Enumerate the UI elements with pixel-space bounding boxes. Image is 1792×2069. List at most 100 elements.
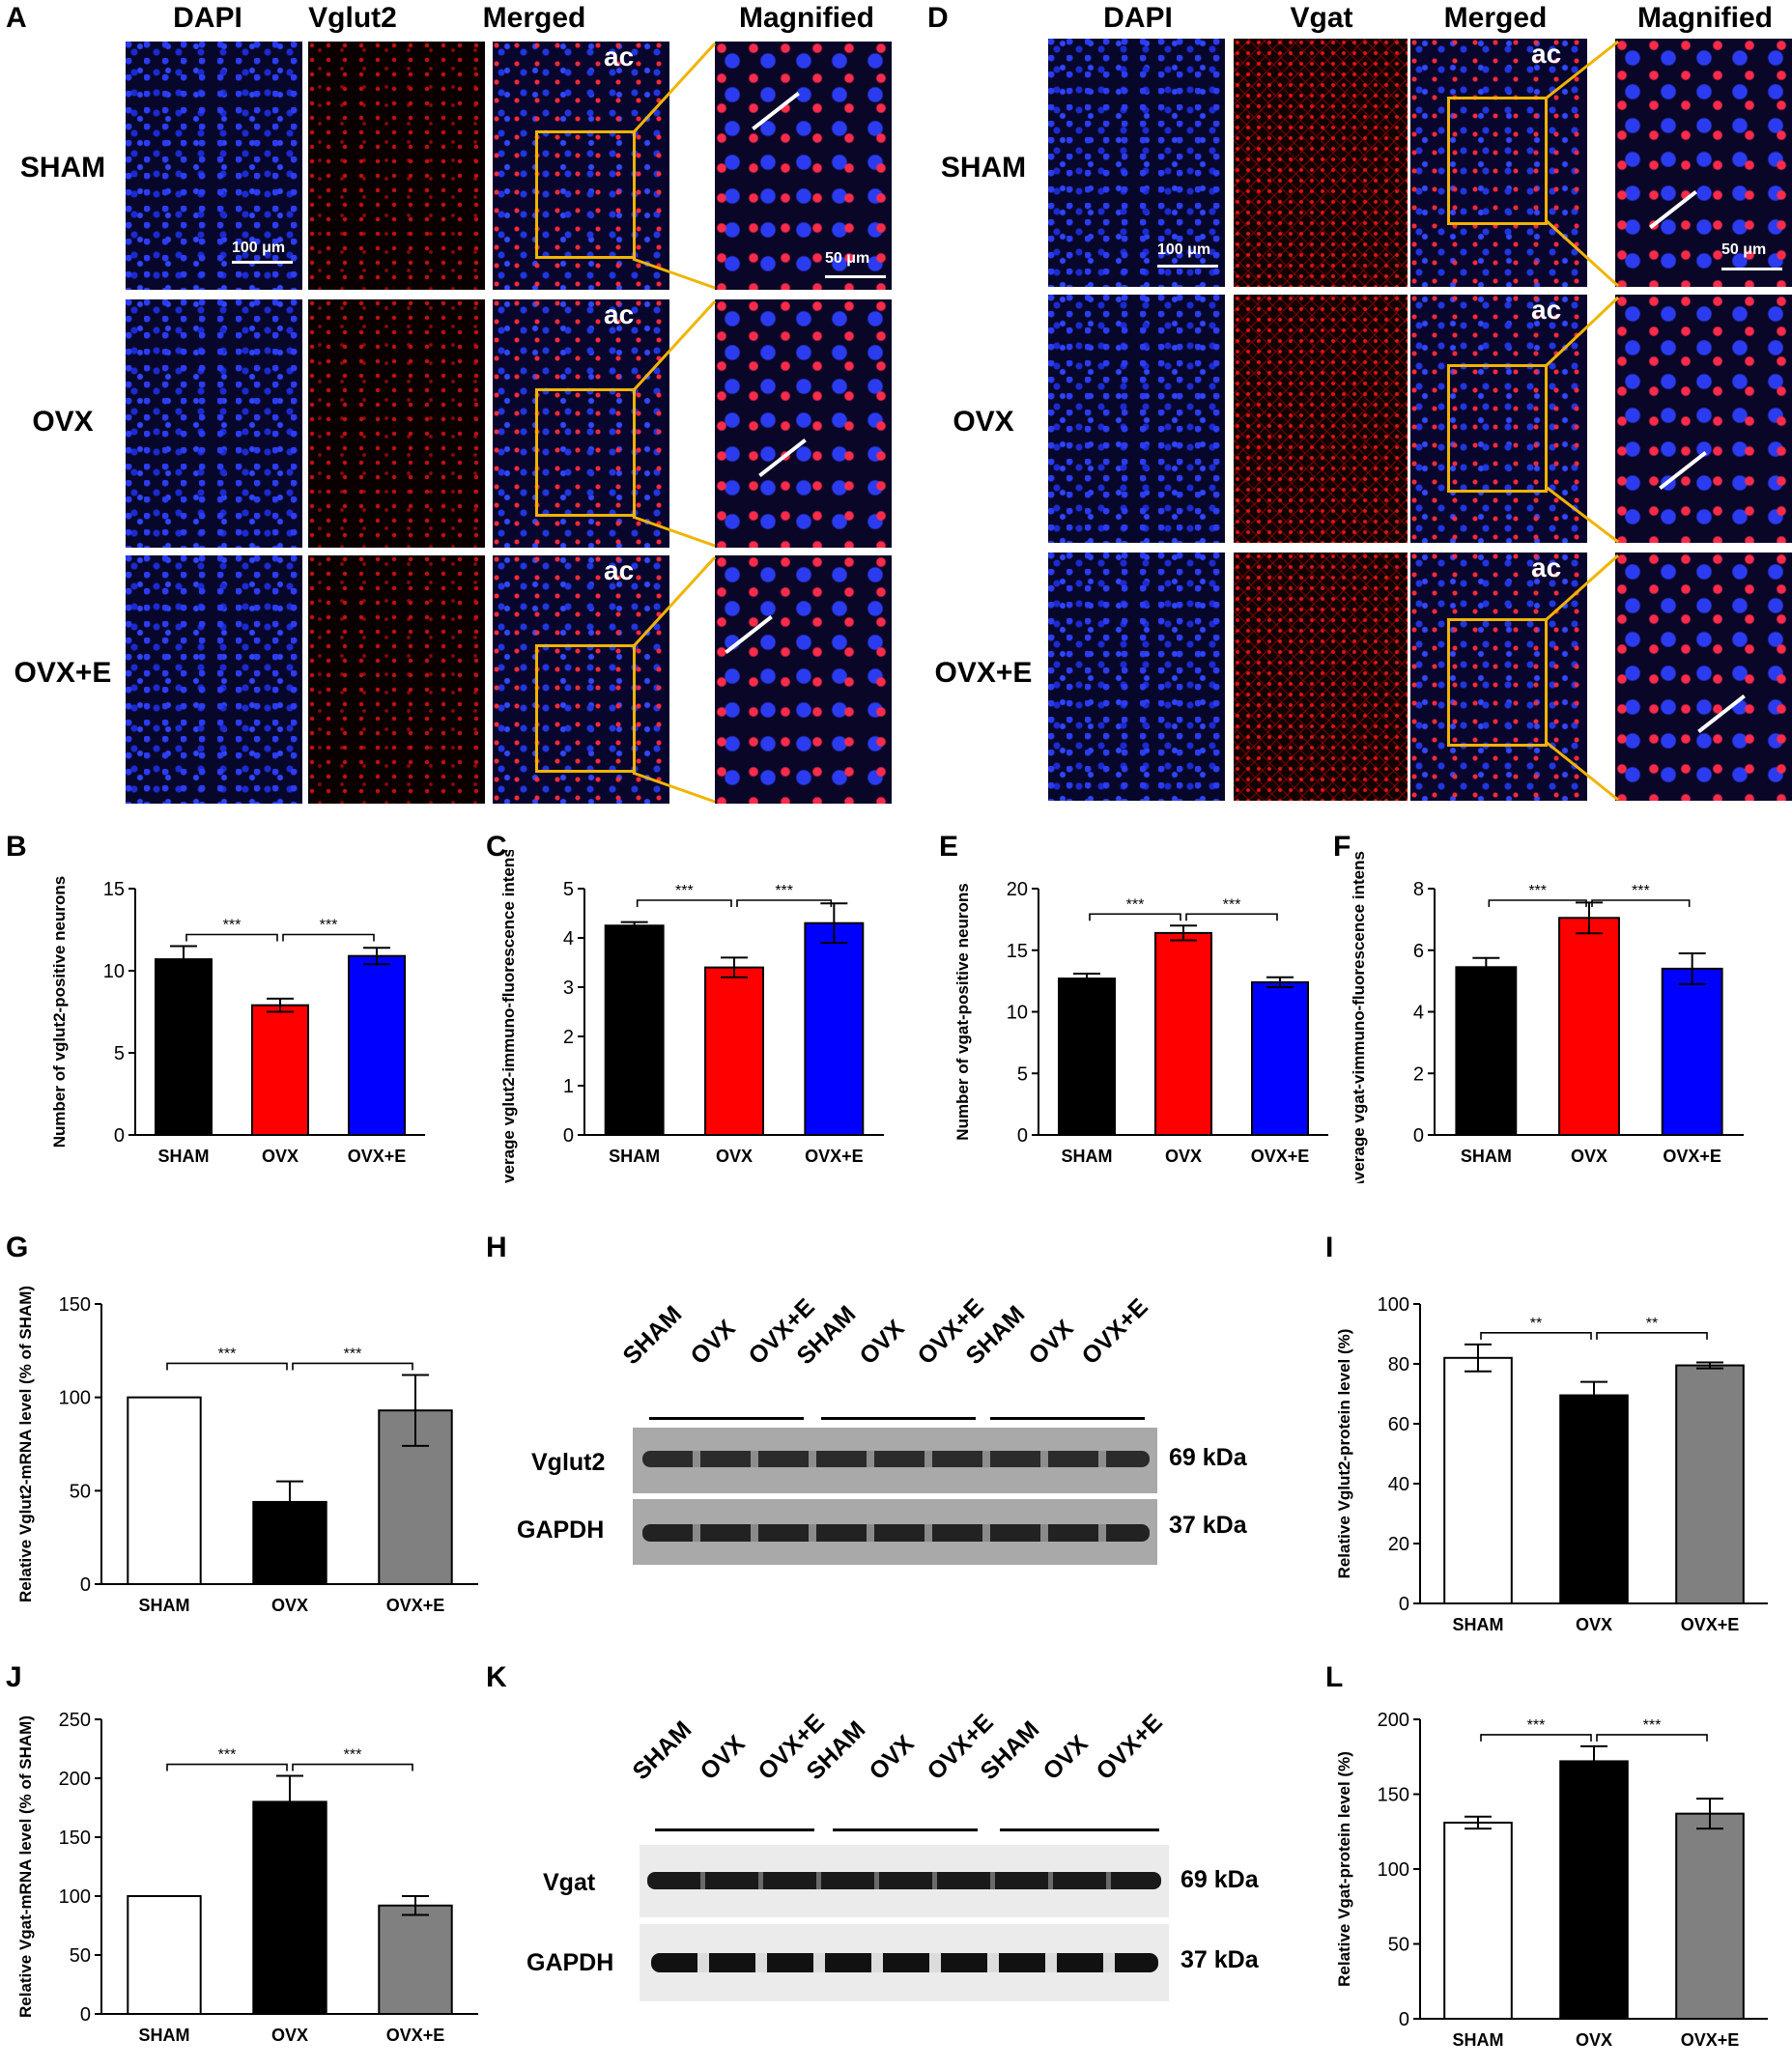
y-tick-label: 100 <box>59 1886 91 1908</box>
y-axis-label: Average vgat-vimmuno-fluorescence intens… <box>1350 850 1368 1183</box>
zoom-box <box>1447 618 1548 747</box>
significance-bracket <box>166 1763 288 1771</box>
y-axis-label: Relative Vglut2-mRNA level (% of SHAM) <box>16 1286 35 1602</box>
significance-bracket <box>1480 1734 1592 1742</box>
x-tick-label: SHAM <box>158 1147 210 1166</box>
significance-label: *** <box>344 1346 362 1362</box>
y-tick-label: 20 <box>1007 879 1028 900</box>
kda-label: 37 kDa <box>1169 1512 1247 1539</box>
blot-h-vglut2-strip <box>633 1428 1157 1493</box>
significance-label: *** <box>344 1747 362 1764</box>
y-tick-label: 150 <box>59 1828 91 1849</box>
chart-f: Average vgat-vimmuno-fluorescence intens… <box>1350 850 1744 1183</box>
zoom-connector-lines-a <box>631 42 717 804</box>
significance-label: ** <box>1530 1316 1542 1332</box>
significance-bracket <box>166 1362 288 1371</box>
y-tick-label: 15 <box>103 879 125 900</box>
ac-label: ac <box>604 42 635 71</box>
bar <box>1251 980 1309 1136</box>
header-merged-d: Merged <box>1443 2 1548 34</box>
x-tick-label: OVX <box>1576 1615 1612 1634</box>
lane-label: SHAM <box>627 1715 697 1786</box>
significance-label: *** <box>218 1346 237 1362</box>
lane-label: OVX+E <box>1076 1293 1153 1371</box>
chart-b: Number of vglut2-positive neurons 0 5 10 15 S… <box>50 876 425 1166</box>
blot-row-label: GAPDH <box>517 1516 605 1544</box>
image-dapi-ovxe-d <box>1048 553 1225 801</box>
y-tick-label: 5 <box>563 879 574 900</box>
significance-label: *** <box>775 883 793 899</box>
significance-label: *** <box>1632 883 1650 899</box>
header-dapi-a: DAPI <box>173 2 242 34</box>
bar <box>1559 1394 1629 1604</box>
x-tick-label: OVX+E <box>1663 1147 1721 1166</box>
blot-k-gapdh-strip <box>640 1924 1169 2001</box>
blot-row-label: Vglut2 <box>531 1449 606 1476</box>
panel-letter-h: H <box>486 1232 507 1263</box>
bar <box>252 1800 327 2016</box>
x-tick-label: SHAM <box>1453 1615 1504 1634</box>
x-tick-label: OVX <box>716 1147 753 1166</box>
image-magnified-ovx-a <box>715 299 892 548</box>
significance-label: *** <box>1126 896 1145 913</box>
image-dapi-sham-a: 100 μm <box>126 42 302 290</box>
image-vglut2-sham <box>308 42 485 290</box>
significance-bracket <box>1185 913 1278 921</box>
y-tick-label: 8 <box>1413 879 1424 900</box>
header-vgat: Vgat <box>1290 2 1353 34</box>
bar <box>1058 978 1116 1136</box>
chart-i: Relative Vglut2-protein level (%) 0 20 40 60… <box>1335 1294 1768 1634</box>
zoom-box <box>535 388 636 517</box>
blot-k-lane-labels: SHAM OVX OVX+E SHAM OVX OVX+E SHAM OVX O… <box>627 1700 1169 1826</box>
blot-h-gapdh-strip <box>633 1499 1157 1565</box>
y-tick-label: 3 <box>563 978 574 999</box>
bar <box>1661 967 1723 1136</box>
x-tick-label: OVX+E <box>1681 2030 1740 2050</box>
group-bar <box>655 1828 814 1831</box>
arrow-icon <box>725 614 773 655</box>
arrow-icon <box>758 438 807 478</box>
y-tick-label: 5 <box>114 1043 125 1064</box>
header-dapi-d: DAPI <box>1103 2 1173 34</box>
y-tick-label: 150 <box>59 1294 91 1316</box>
scale-bar <box>1157 265 1218 268</box>
significance-label: ** <box>1646 1316 1658 1332</box>
row-label-ovx-d: OVX <box>953 406 1014 438</box>
x-tick-label: SHAM <box>1461 1147 1512 1166</box>
group-bar <box>821 1417 976 1420</box>
image-vglut2-ovx <box>308 299 485 548</box>
lane-label: OVX <box>1038 1730 1094 1786</box>
bar <box>378 1904 453 2015</box>
image-vglut2-ovxe <box>308 555 485 804</box>
row-label-ovx-a: OVX <box>32 406 94 438</box>
panel-letter-e: E <box>939 831 959 863</box>
image-dapi-sham-d: 100 μm <box>1048 39 1225 287</box>
y-tick-label: 50 <box>1388 1935 1409 1956</box>
ac-label: ac <box>1531 553 1562 582</box>
significance-label: *** <box>320 918 338 934</box>
panel-letter-k: K <box>486 1661 507 1693</box>
image-merged-ovx-d: ac <box>1410 295 1587 543</box>
zoom-box <box>1447 364 1548 493</box>
row-label-sham-d: SHAM <box>940 152 1027 184</box>
band <box>642 1524 1150 1542</box>
bar <box>1558 917 1620 1136</box>
y-tick-label: 0 <box>1413 1125 1424 1147</box>
y-tick-label: 4 <box>563 928 574 949</box>
x-tick-label: SHAM <box>139 1596 190 1615</box>
bar <box>1675 1812 1745 2020</box>
significance-label: *** <box>675 883 694 899</box>
scale-bar <box>1721 268 1782 270</box>
chart-j: Relative Vgat-mRNA level (% of SHAM) 0 50 1… <box>16 1710 478 2045</box>
y-tick-label: 20 <box>1388 1534 1409 1555</box>
y-tick-label: 100 <box>1378 1294 1409 1316</box>
scale-label-100: 100 μm <box>232 240 286 256</box>
band <box>651 1953 1158 1972</box>
x-tick-label: OVX <box>1165 1147 1202 1166</box>
image-merged-ovxe-a: ac <box>493 555 669 804</box>
blot-row-label: GAPDH <box>526 1949 614 1976</box>
x-tick-label: SHAM <box>1062 1147 1113 1166</box>
x-tick-label: OVX+E <box>386 2026 445 2045</box>
bar <box>1154 931 1212 1137</box>
y-tick-label: 2 <box>1413 1063 1424 1085</box>
